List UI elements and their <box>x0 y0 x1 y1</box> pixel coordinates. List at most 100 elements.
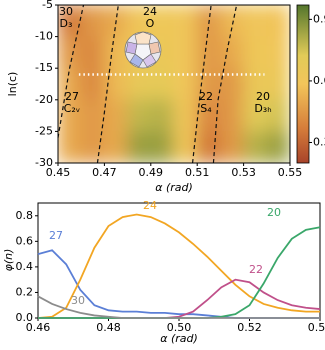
heatmap-cell <box>243 36 268 69</box>
annotation-group: S₄ <box>200 102 212 115</box>
colorbar-tick-label: 0.6 <box>313 74 325 87</box>
y-tick-label: 0.0 <box>16 311 34 324</box>
y-tick-label: 0.4 <box>16 260 34 273</box>
heatmap-cell <box>127 99 152 132</box>
heatmap-cell <box>173 99 198 132</box>
x-tick-label: 0.49 <box>139 166 164 179</box>
heatmap-cell <box>196 130 221 163</box>
phase-boundary <box>96 4 119 164</box>
heatmap-cell <box>150 130 175 163</box>
heatmap-cell <box>80 5 105 38</box>
heatmap-cell <box>243 130 268 163</box>
heatmap-cell <box>219 67 245 101</box>
series-line <box>37 213 320 319</box>
annotation-number: 30 <box>59 5 73 18</box>
phase-boundary <box>57 4 85 138</box>
x-tick-label: 0.45 <box>46 166 71 179</box>
heatmap-cell <box>80 99 105 132</box>
series-label: 22 <box>249 263 263 276</box>
heatmap-cell <box>127 130 152 163</box>
annotation-group: D₃ <box>60 17 73 30</box>
annotation-number: 20 <box>256 90 270 103</box>
annotation-number: 24 <box>143 5 157 18</box>
heatmap-cell <box>173 5 198 38</box>
heatmap-cell <box>219 36 245 69</box>
x-tick-label: 0.51 <box>185 166 210 179</box>
y-tick-label: -10 <box>35 30 53 43</box>
series-line <box>37 295 320 319</box>
heatmap-cell <box>173 67 198 101</box>
heatmap-cell <box>196 36 221 69</box>
heatmap-frame <box>57 4 291 164</box>
heatmap-cell <box>266 5 290 38</box>
heatmap-cell <box>219 5 245 38</box>
heatmap-cell <box>80 36 105 69</box>
x-tick-label: 0.53 <box>231 166 256 179</box>
heatmap-cell <box>80 130 105 163</box>
annotation-number: 22 <box>199 90 213 103</box>
y-axis-label: φ(n) <box>2 249 15 272</box>
heatmap-cell <box>173 130 198 163</box>
heatmap-cell <box>196 99 221 132</box>
heatmap-cell <box>243 67 268 101</box>
y-tick-label: -15 <box>35 61 53 74</box>
heatmap-cell <box>127 67 152 101</box>
colorbar-tick-label: 0.9 <box>313 12 325 25</box>
heatmap-cell <box>58 36 82 69</box>
heatmap-cell <box>150 5 175 38</box>
x-tick-label: 0.47 <box>92 166 117 179</box>
heatmap-cell <box>103 130 129 163</box>
heatmap-clip <box>58 5 290 163</box>
heatmap-cell <box>173 36 198 69</box>
y-tick-label: -25 <box>35 124 53 137</box>
heatmap-cell <box>127 5 152 38</box>
annotation-group: D₃ₕ <box>254 102 271 115</box>
y-axis-label: ln(c) <box>6 72 19 97</box>
heatmap-cell <box>196 67 221 101</box>
heatmap-cell <box>58 99 82 132</box>
y-tick-label: -5 <box>42 0 53 11</box>
colorbar-tick-label: 0.3 <box>313 135 325 148</box>
phase-boundary <box>212 4 238 164</box>
heatmap <box>58 5 290 163</box>
heatmap-cell <box>150 67 175 101</box>
x-tick-label: 0.48 <box>96 321 121 334</box>
heatmap-cell <box>58 5 82 38</box>
x-tick-label: 0.46 <box>26 321 51 334</box>
heatmap-cell <box>266 99 290 132</box>
series-label: 20 <box>267 206 281 219</box>
phase-boundary <box>191 4 212 164</box>
x-tick-label: 0.55 <box>278 166 303 179</box>
x-axis-label: α (rad) <box>160 332 198 345</box>
heatmap-cell <box>266 36 290 69</box>
heatmap-cell <box>243 5 268 38</box>
y-tick-label: -20 <box>35 93 53 106</box>
heatmap-cell <box>219 99 245 132</box>
series-label: 27 <box>49 229 63 242</box>
y-tick-label: 0.6 <box>16 234 34 247</box>
x-tick-label: 0.50 <box>167 321 192 334</box>
x-tick-label: 0.54 <box>308 321 325 334</box>
annotation-group: O <box>146 17 155 30</box>
heatmap-cell <box>266 130 290 163</box>
x-axis-label: α (rad) <box>155 181 193 194</box>
annotation-number: 27 <box>65 90 79 103</box>
y-tick-label: 0.2 <box>16 285 34 298</box>
heatmap-cell <box>58 130 82 163</box>
colorbar <box>296 4 310 164</box>
heatmap-cell <box>103 99 129 132</box>
heatmap-cell <box>243 99 268 132</box>
y-tick-label: -30 <box>35 156 53 169</box>
annotation-group: C₂ᵥ <box>64 102 81 115</box>
series-label: 24 <box>143 199 157 212</box>
series-label: 30 <box>71 294 85 307</box>
heatmap-cell <box>150 99 175 132</box>
x-tick-label: 0.52 <box>237 321 262 334</box>
heatmap-cell <box>80 67 105 101</box>
heatmap-cell <box>103 36 129 69</box>
y-tick-label: 0.8 <box>16 209 34 222</box>
heatmap-cell <box>266 67 290 101</box>
heatmap-cell <box>58 67 82 101</box>
